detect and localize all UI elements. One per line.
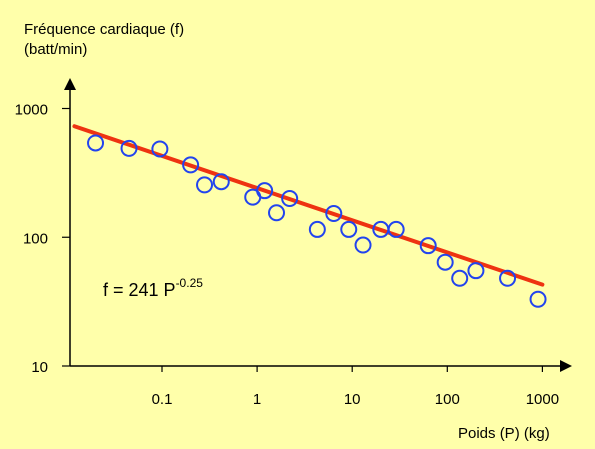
data-point <box>281 189 299 207</box>
x-tick-label: 1 <box>253 391 261 408</box>
fit-equation: f = 241 P-0.25 <box>103 276 203 300</box>
data-point <box>467 262 485 280</box>
data-points <box>87 134 547 308</box>
data-point <box>196 176 214 194</box>
data-point <box>354 236 372 254</box>
data-point <box>256 182 274 200</box>
x-tick-label: 0.1 <box>152 391 173 408</box>
x-axis-arrow <box>560 360 572 372</box>
data-point <box>151 140 169 158</box>
data-point <box>387 220 405 238</box>
data-point <box>340 220 358 238</box>
data-point <box>325 204 343 222</box>
fit-line <box>72 124 545 287</box>
data-point <box>182 156 200 174</box>
fit-equation-main: f = 241 P <box>103 280 176 300</box>
data-point <box>419 237 437 255</box>
fit-line-group <box>72 124 545 287</box>
y-tick-label: 100 <box>23 230 48 247</box>
data-point <box>308 220 326 238</box>
axes: 10 100 1000 0.1 1 10 100 1000 <box>15 78 572 408</box>
data-point <box>451 269 469 287</box>
data-point <box>268 204 286 222</box>
x-tick-label: 100 <box>435 391 460 408</box>
data-point <box>212 173 230 191</box>
y-axis-title: Fréquence cardiaque (f) <box>24 21 184 38</box>
data-point <box>436 253 454 271</box>
fit-equation-exponent: -0.25 <box>176 276 204 290</box>
data-point <box>499 269 517 287</box>
x-tick-label: 1000 <box>526 391 559 408</box>
y-axis-arrow <box>64 78 76 90</box>
y-axis-unit: (batt/min) <box>24 41 87 58</box>
x-axis-title: Poids (P) (kg) <box>458 425 550 442</box>
data-point <box>120 139 138 157</box>
y-tick-label: 1000 <box>15 102 48 119</box>
y-tick-label: 10 <box>31 359 48 376</box>
data-point <box>87 134 105 152</box>
data-point <box>529 290 547 308</box>
x-tick-label: 10 <box>344 391 361 408</box>
